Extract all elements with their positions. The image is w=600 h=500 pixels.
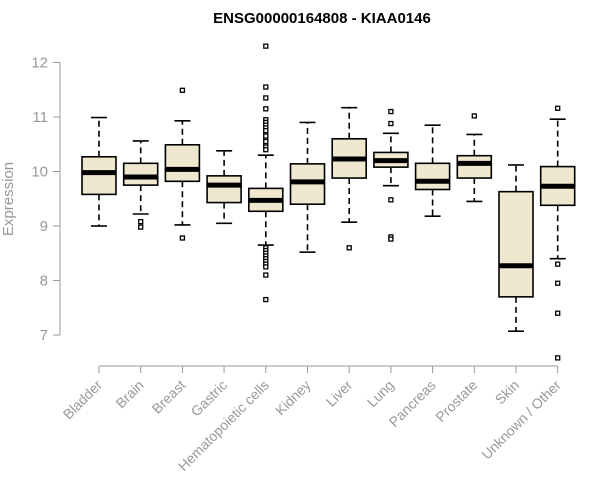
x-tick-label: Prostate xyxy=(432,377,480,425)
iqr-box xyxy=(498,190,534,298)
outlier-point xyxy=(138,218,144,225)
outlier-point xyxy=(555,261,561,267)
y-axis-label: Expression xyxy=(0,162,17,236)
outlier-point xyxy=(555,355,561,361)
outlier-point xyxy=(263,147,269,153)
outlier-point xyxy=(555,105,561,111)
x-tick-label: Lung xyxy=(364,377,397,410)
chart-title: ENSG00000164808 - KIAA0146 xyxy=(213,10,431,27)
y-tick-label: 10 xyxy=(31,164,48,181)
outlier-point xyxy=(179,87,186,93)
iqr-box xyxy=(164,143,201,183)
outlier-point xyxy=(388,108,394,115)
box-gastric xyxy=(206,149,242,225)
outlier-point xyxy=(138,224,144,230)
x-tick-label: Skin xyxy=(492,377,523,408)
y-tick-label: 7 xyxy=(40,327,48,344)
box-prostate xyxy=(456,113,493,203)
box-lung xyxy=(373,108,409,242)
outlier-point xyxy=(263,43,269,49)
y-tick-label: 11 xyxy=(32,109,48,126)
outlier-point xyxy=(263,127,269,134)
box-brain xyxy=(122,140,159,230)
box-unknown-other xyxy=(539,105,576,361)
box-skin xyxy=(498,164,534,332)
outlier-point xyxy=(179,235,186,241)
y-tick-label: 12 xyxy=(31,55,48,72)
outlier-point xyxy=(555,310,561,316)
outlier-point xyxy=(263,95,269,101)
outlier-point xyxy=(263,138,269,145)
outlier-point xyxy=(263,133,269,139)
y-tick-label: 9 xyxy=(40,218,48,235)
box-breast xyxy=(164,87,201,241)
axes: 7 8 9 10 11 12 xyxy=(31,55,559,373)
x-tick-label: Unknown / Other xyxy=(478,377,564,463)
box-kidney xyxy=(289,121,326,253)
boxes xyxy=(81,43,576,361)
box-liver xyxy=(331,106,368,251)
iqr-box xyxy=(81,155,117,196)
x-tick-label: Breast xyxy=(149,377,189,417)
iqr-box xyxy=(456,154,493,179)
outlier-point xyxy=(263,272,269,278)
iqr-box xyxy=(122,162,159,186)
x-tick-label: Brain xyxy=(112,377,146,411)
box-pancreas xyxy=(414,124,451,217)
outlier-point xyxy=(471,113,477,119)
outlier-point xyxy=(263,106,269,112)
x-tick-label: Bladder xyxy=(60,377,106,423)
outlier-point xyxy=(388,197,394,203)
outlier-point xyxy=(555,280,561,286)
outlier-point xyxy=(388,120,394,127)
y-tick-label: 8 xyxy=(40,273,48,290)
outlier-point xyxy=(263,264,269,270)
x-tick-label: Liver xyxy=(323,377,356,410)
x-tick-label: Kidney xyxy=(272,377,314,419)
outlier-point xyxy=(388,236,394,242)
iqr-box xyxy=(414,162,451,191)
outlier-point xyxy=(263,84,269,90)
outlier-point xyxy=(263,296,269,303)
box-bladder xyxy=(81,116,117,227)
outlier-point xyxy=(346,245,352,251)
iqr-box xyxy=(206,175,242,204)
box-hematopoietic-cells xyxy=(248,43,284,303)
